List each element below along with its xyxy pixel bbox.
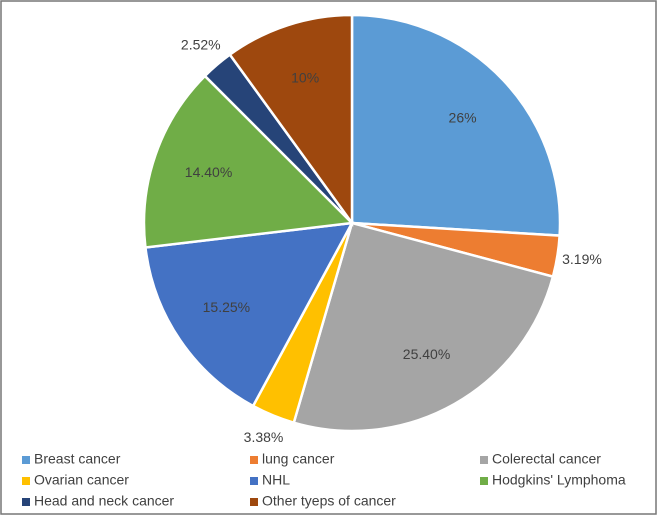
data-label: 15.25% <box>203 299 250 315</box>
legend-label: Breast cancer <box>34 451 121 467</box>
pie-slice <box>292 221 555 433</box>
data-label: 3.19% <box>562 251 602 267</box>
legend-swatch <box>22 477 30 485</box>
data-label: 10% <box>291 69 319 85</box>
legend-swatch <box>480 477 488 485</box>
legend-label: Colerectal cancer <box>492 451 601 467</box>
legend-label: Other tyeps of cancer <box>262 493 396 509</box>
legend-swatch <box>22 456 30 464</box>
legend-swatch <box>22 498 30 506</box>
data-label: 3.38% <box>244 429 284 445</box>
legend-swatch <box>250 477 258 485</box>
legend-label: Ovarian cancer <box>34 472 129 488</box>
legend-swatch <box>250 498 258 506</box>
data-label: 25.40% <box>403 346 450 362</box>
data-label: 2.52% <box>181 37 221 53</box>
legend-label: NHL <box>262 472 290 488</box>
pie-slice <box>350 13 562 237</box>
data-label: 14.40% <box>185 164 232 180</box>
legend-label: Head and neck cancer <box>34 493 174 509</box>
pie-slice <box>228 13 354 227</box>
legend-swatch <box>250 456 258 464</box>
legend-label: lung cancer <box>262 451 335 467</box>
pie-slice <box>142 74 355 249</box>
pie-slice <box>144 221 355 408</box>
legend-label: Hodgkins' Lymphoma <box>492 472 626 488</box>
data-label: 26% <box>449 110 477 126</box>
legend-swatch <box>480 456 488 464</box>
